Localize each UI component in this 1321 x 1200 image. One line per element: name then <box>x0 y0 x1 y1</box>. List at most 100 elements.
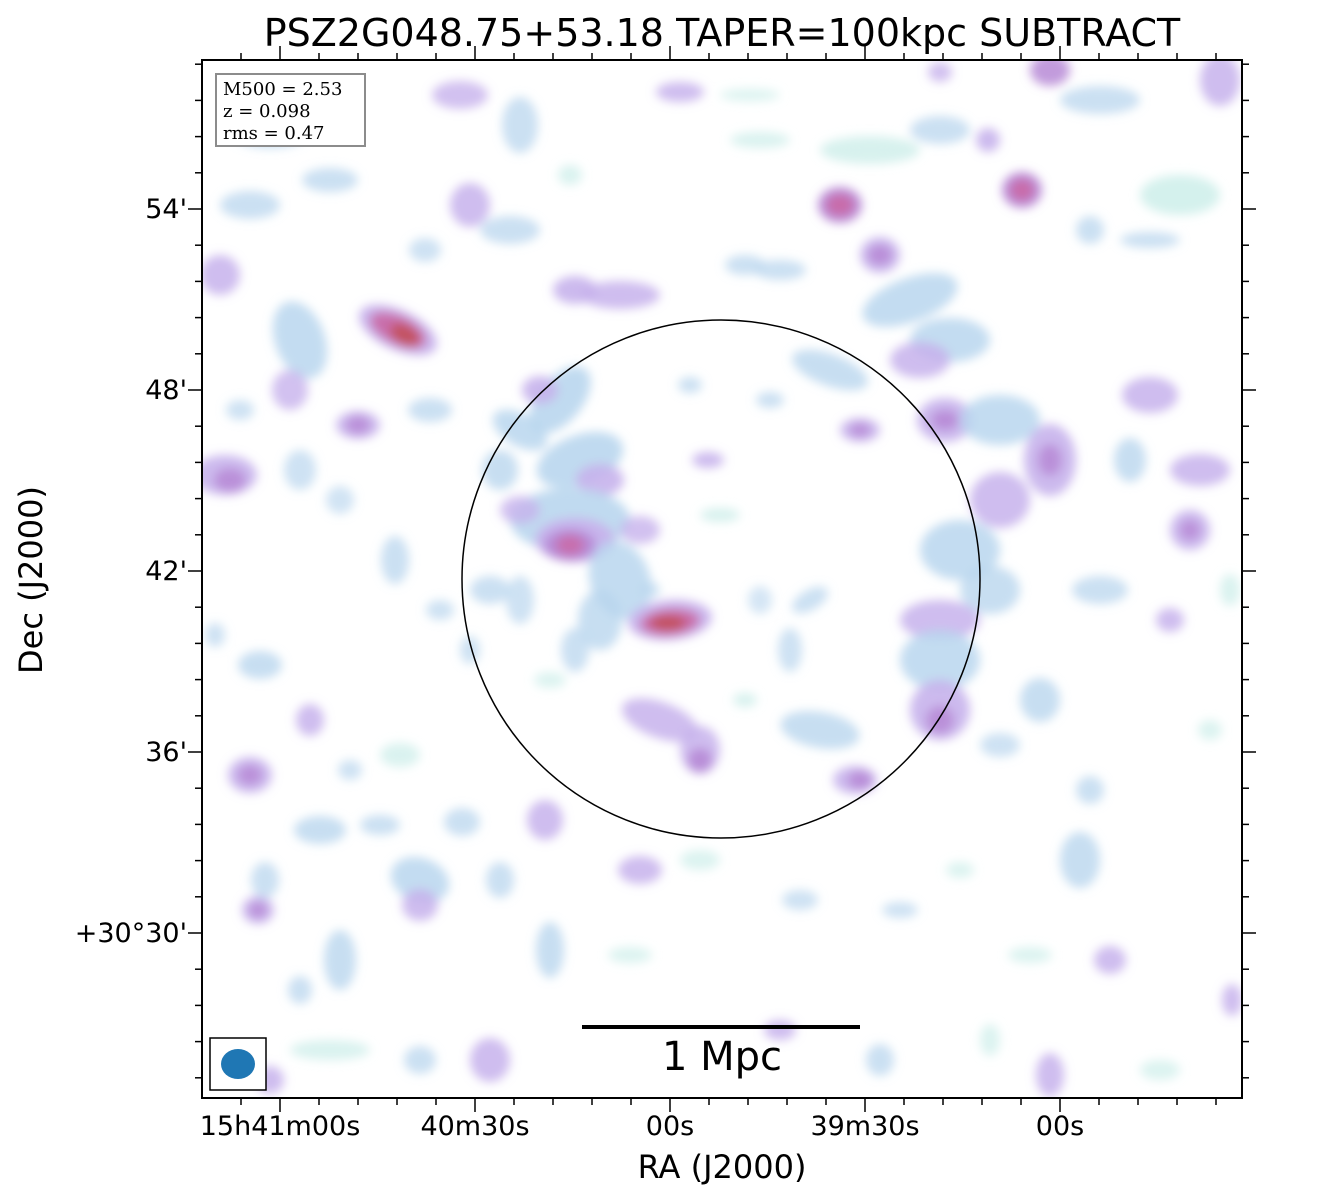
emission-blob <box>506 576 534 624</box>
emission-blob <box>868 245 892 265</box>
emission-blob <box>1180 520 1200 540</box>
emission-blob <box>290 1040 370 1060</box>
emission-blob <box>778 628 802 672</box>
emission-blob <box>620 516 660 544</box>
emission-blob <box>381 536 409 584</box>
emission-blob <box>1120 232 1180 248</box>
emission-blob <box>580 281 660 309</box>
emission-blob <box>390 856 450 904</box>
emission-blob <box>527 800 563 840</box>
emission-blob <box>360 815 400 835</box>
emission-blob <box>910 116 970 144</box>
emission-blob <box>558 165 582 185</box>
emission-blob <box>294 816 346 844</box>
emission-blob <box>980 733 1020 757</box>
emission-blob <box>408 398 452 422</box>
x-tick-label: 15h41m00s <box>199 1111 361 1142</box>
emission-blob <box>1060 832 1100 888</box>
emission-blob <box>502 97 538 153</box>
emission-blob <box>288 976 312 1004</box>
emission-blob <box>1220 574 1240 606</box>
emission-blob <box>302 168 358 192</box>
y-axis-label: Dec (J2000) <box>12 486 50 674</box>
emission-blob <box>426 600 454 620</box>
emission-blob <box>1140 175 1220 215</box>
emission-blob <box>720 89 780 101</box>
emission-blob <box>692 452 724 468</box>
emission-blob <box>1122 377 1178 413</box>
emission-blob <box>432 81 488 109</box>
emission-blob <box>1010 179 1034 201</box>
emission-blob <box>214 468 246 492</box>
emission-blob <box>1140 1060 1180 1080</box>
redshift-text: z = 0.098 <box>223 101 311 122</box>
emission-blob <box>284 450 316 490</box>
emission-blob <box>380 743 420 767</box>
emission-blob <box>640 582 660 598</box>
x-tick-label: 00s <box>1035 1111 1085 1142</box>
emission-blob <box>733 693 757 707</box>
emission-blob <box>500 496 540 524</box>
emission-blob <box>900 600 980 640</box>
plot-title: PSZ2G048.75+53.18 TAPER=100kpc SUBTRACT <box>263 11 1181 55</box>
emission-blob <box>1076 216 1104 244</box>
y-tick-label: 54' <box>145 194 187 225</box>
emission-blob <box>650 615 686 631</box>
emission-blob <box>338 760 362 780</box>
emission-blob <box>202 255 240 295</box>
emission-map <box>202 60 1242 1097</box>
emission-blob <box>238 651 282 679</box>
r500-circle <box>461 319 981 839</box>
emission-blob <box>272 301 328 379</box>
emission-blob <box>900 630 980 690</box>
emission-blob <box>1200 60 1240 106</box>
emission-blob <box>980 1024 1000 1056</box>
emission-blob <box>390 323 420 347</box>
emission-blob <box>621 698 699 742</box>
emission-blob <box>486 862 514 898</box>
emission-blob <box>780 710 860 750</box>
emission-blob <box>561 628 589 672</box>
emission-blob <box>1060 86 1140 114</box>
emission-blob <box>791 586 829 614</box>
emission-blob <box>450 183 490 227</box>
emission-blob <box>946 862 974 878</box>
plot-background <box>202 60 1242 1098</box>
emission-blob <box>1156 608 1184 632</box>
emission-blob <box>931 410 959 430</box>
emission-blob <box>482 450 518 490</box>
emission-blob <box>1008 947 1052 963</box>
emission-blob <box>238 765 262 785</box>
emission-blob <box>725 255 765 275</box>
emission-blob <box>730 132 790 148</box>
emission-blob <box>460 636 480 664</box>
emission-blob <box>850 423 870 437</box>
emission-blob <box>1072 576 1128 604</box>
emission-blob <box>820 136 920 164</box>
emission-blob <box>862 273 958 327</box>
rms-text: rms = 0.47 <box>223 123 325 144</box>
emission-blob <box>926 706 954 734</box>
emission-blob <box>656 82 704 102</box>
emission-blob <box>578 590 622 650</box>
x-tick-label: 39m30s <box>810 1111 920 1142</box>
emission-blob <box>529 366 591 434</box>
emission-blob <box>970 472 1030 528</box>
emission-blob <box>1036 1053 1064 1097</box>
emission-blob <box>890 342 950 378</box>
scalebar-label: 1 Mpc <box>661 1034 783 1080</box>
emission-blob <box>409 238 441 262</box>
emission-blob <box>272 370 308 410</box>
emission-blob <box>1030 60 1070 86</box>
emission-blob <box>1076 776 1104 804</box>
emission-blob <box>470 1038 510 1082</box>
x-axis-label: RA (J2000) <box>637 1148 807 1186</box>
emission-blob <box>748 586 772 614</box>
emission-blob <box>536 922 564 978</box>
emission-blob <box>700 508 740 522</box>
emission-blob <box>756 392 784 408</box>
emission-blob <box>1020 678 1060 722</box>
emission-blob <box>960 566 1020 614</box>
emission-blob <box>534 672 566 688</box>
